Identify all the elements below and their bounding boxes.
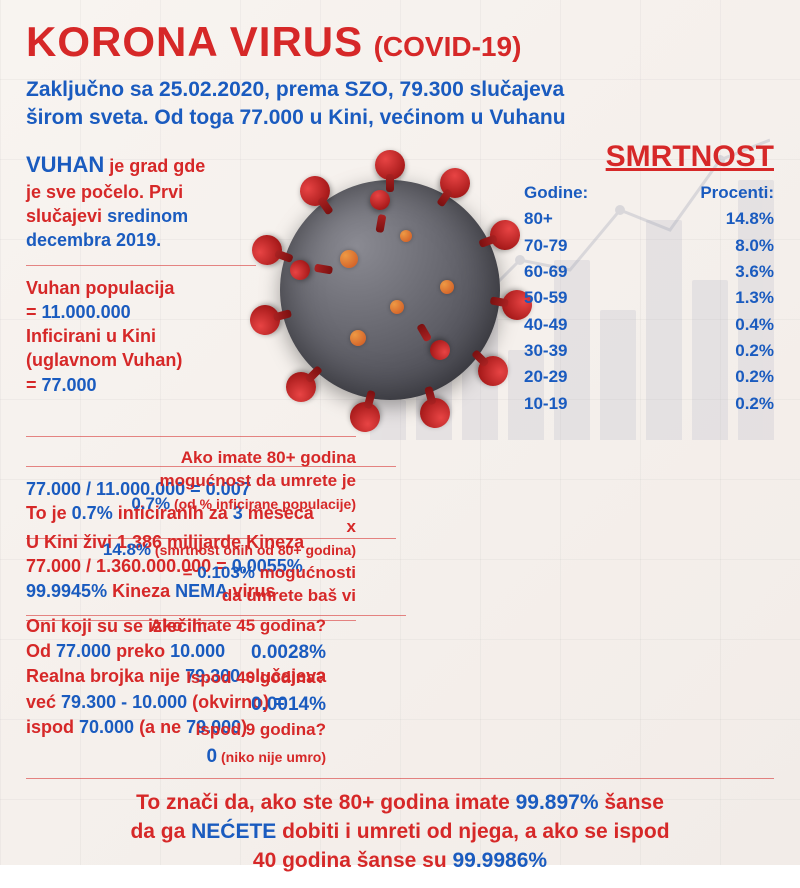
mort-age: 10-19 <box>474 391 654 417</box>
mort-pct: 0.2% <box>654 391 774 417</box>
title-tag: (COVID-19) <box>374 31 522 62</box>
intro-line-1: Zaključno sa 25.02.2020, prema SZO, 79.3… <box>26 76 774 104</box>
mort-pct: 0.4% <box>654 312 774 338</box>
mort-age: 50-59 <box>474 285 654 311</box>
mort-age: 40-49 <box>474 312 654 338</box>
conclusion-text: To znači da, ako ste 80+ godina imate 99… <box>26 789 774 876</box>
mort-age: 80+ <box>474 206 654 232</box>
mort-age: 70-79 <box>474 233 654 259</box>
right-calc-80plus: Ako imate 80+ godina mogućnost da umrete… <box>26 447 356 608</box>
mort-pct: 8.0% <box>654 233 774 259</box>
mort-head-age: Godine: <box>474 180 654 206</box>
intro-text: Zaključno sa 25.02.2020, prema SZO, 79.3… <box>26 76 774 133</box>
mort-pct: 0.2% <box>654 338 774 364</box>
population-block: Vuhan populacija = 11.000.000 Inficirani… <box>26 276 256 397</box>
mort-pct: 1.3% <box>654 285 774 311</box>
intro-line-2: širom sveta. Od toga 77.000 u Kini, veći… <box>26 104 774 132</box>
vuhan-block: VUHAN je grad gde je sve počelo. Prvi sl… <box>26 150 256 253</box>
mort-age: 60-69 <box>474 259 654 285</box>
mort-pct: 14.8% <box>654 206 774 232</box>
mort-head-pct: Procenti: <box>654 180 774 206</box>
right-age-breakdown: Ako imate 45 godina? 0.0028% Ispod 40 go… <box>26 614 326 771</box>
mortality-title: SMRTNOST <box>474 140 774 174</box>
mortality-table: Godine: Procenti: 80+14.8% 70-798.0% 60-… <box>474 180 774 417</box>
mort-age: 30-39 <box>474 338 654 364</box>
mort-pct: 0.2% <box>654 364 774 390</box>
main-title: KORONA VIRUS <box>26 18 363 65</box>
mort-pct: 3.6% <box>654 259 774 285</box>
mort-age: 20-29 <box>474 364 654 390</box>
